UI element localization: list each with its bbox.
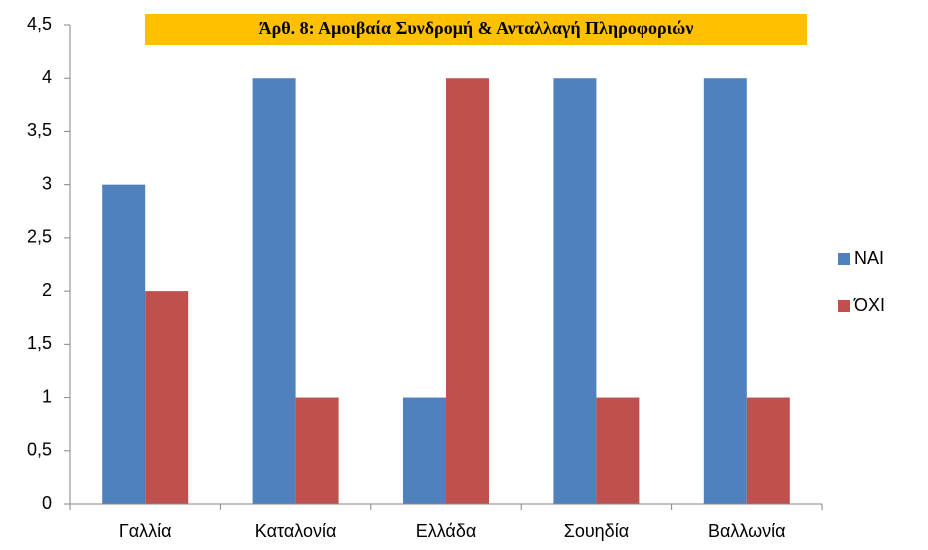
bar — [703, 78, 747, 504]
bar — [446, 78, 489, 504]
x-tick-label: Βαλλωνία — [708, 521, 786, 541]
bar — [746, 397, 790, 504]
bar — [102, 184, 146, 504]
x-tick-label: Καταλονία — [255, 521, 337, 541]
y-tick-label: 3 — [42, 173, 52, 193]
bar — [596, 397, 640, 504]
bar — [553, 78, 597, 504]
chart-title: Άρθ. 8: Αμοιβαία Συνδρομή & Ανταλλαγή Πλ… — [259, 18, 694, 38]
legend-swatch — [838, 253, 850, 265]
y-tick-label: 1,5 — [27, 333, 52, 353]
bar — [252, 78, 296, 504]
y-tick-label: 0 — [42, 493, 52, 513]
y-tick-label: 1 — [42, 386, 52, 406]
legend-label: ΝΑΙ — [854, 248, 884, 268]
x-tick-label: Σουηδία — [564, 521, 629, 541]
y-tick-label: 0,5 — [27, 440, 52, 460]
bar — [295, 397, 339, 504]
y-tick-label: 2 — [42, 280, 52, 300]
x-tick-label: Γαλλία — [119, 521, 172, 541]
legend-swatch — [838, 300, 850, 312]
legend-label: ΌΧΙ — [853, 295, 885, 315]
title-background — [145, 14, 807, 45]
bar — [403, 397, 446, 504]
y-tick-label: 2,5 — [27, 227, 52, 247]
y-tick-label: 3,5 — [27, 120, 52, 140]
x-tick-label: Ελλάδα — [416, 521, 477, 541]
y-tick-label: 4,5 — [27, 14, 52, 34]
y-tick-label: 4 — [42, 67, 52, 87]
bar — [145, 291, 189, 504]
